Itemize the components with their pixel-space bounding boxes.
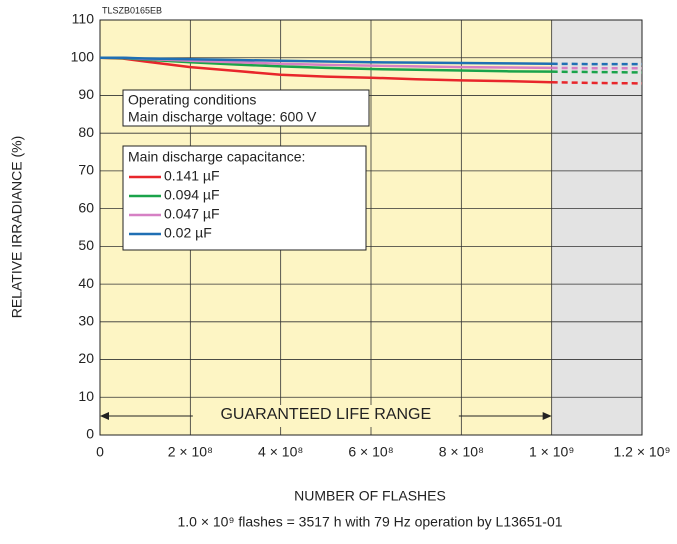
x-tick-label: 4 × 10⁸	[258, 444, 303, 460]
x-tick-label: 8 × 10⁸	[439, 444, 484, 460]
annotation: GUARANTEED LIFE RANGE	[220, 406, 431, 423]
y-tick-label: 20	[78, 350, 94, 366]
legend-label: 0.047 µF	[164, 206, 220, 222]
note: 1.0 × 10⁹ flashes = 3517 h with 79 Hz op…	[177, 514, 562, 530]
series-line-projected	[551, 70, 643, 74]
conditions-text: Operating conditions	[128, 92, 256, 108]
y-tick-label: 40	[78, 275, 94, 291]
y-tick-label: 70	[78, 162, 94, 178]
y-tick-label: 80	[78, 124, 94, 140]
label-bg	[192, 405, 459, 427]
beyond-region	[551, 20, 642, 435]
x-tick-label: 6 × 10⁸	[348, 444, 393, 460]
legend-box	[122, 145, 367, 251]
arrow-head	[542, 412, 552, 420]
legend-label: 0.02 µF	[164, 225, 212, 241]
y-tick-label: 50	[78, 237, 94, 253]
y-axis-label: RELATIVE IRRADIANCE (%)	[9, 136, 25, 319]
y-tick-label: 90	[78, 86, 94, 102]
arrow-head	[100, 412, 109, 420]
series-line	[99, 56, 552, 84]
x-axis-label: NUMBER OF FLASHES	[294, 488, 446, 504]
y-tick-label: 10	[78, 388, 94, 404]
y-tick-label: 110	[72, 11, 95, 27]
x-tick-label: 2 × 10⁸	[168, 444, 213, 460]
x-tick-label: 0	[96, 444, 104, 460]
y-tick-label: 0	[86, 426, 94, 442]
conditions-box	[122, 89, 370, 127]
x-tick-label: 1.2 × 10⁹	[614, 444, 671, 460]
legend-label: 0.094 µF	[164, 187, 220, 203]
y-tick-label: 30	[78, 313, 94, 329]
legend-title: Main discharge capacitance:	[128, 149, 305, 165]
legend-label: 0.141 µF	[164, 168, 220, 184]
y-tick-label: 100	[71, 48, 95, 64]
conditions-text: Main discharge voltage: 600 V	[128, 109, 317, 125]
y-tick-label: 60	[78, 199, 94, 215]
x-tick-label: 1 × 10⁹	[529, 444, 574, 460]
chart-title: TLSZB0165EB	[102, 5, 162, 15]
series-line	[100, 56, 552, 66]
plot-frame	[99, 19, 643, 436]
series-line-projected	[551, 81, 643, 85]
